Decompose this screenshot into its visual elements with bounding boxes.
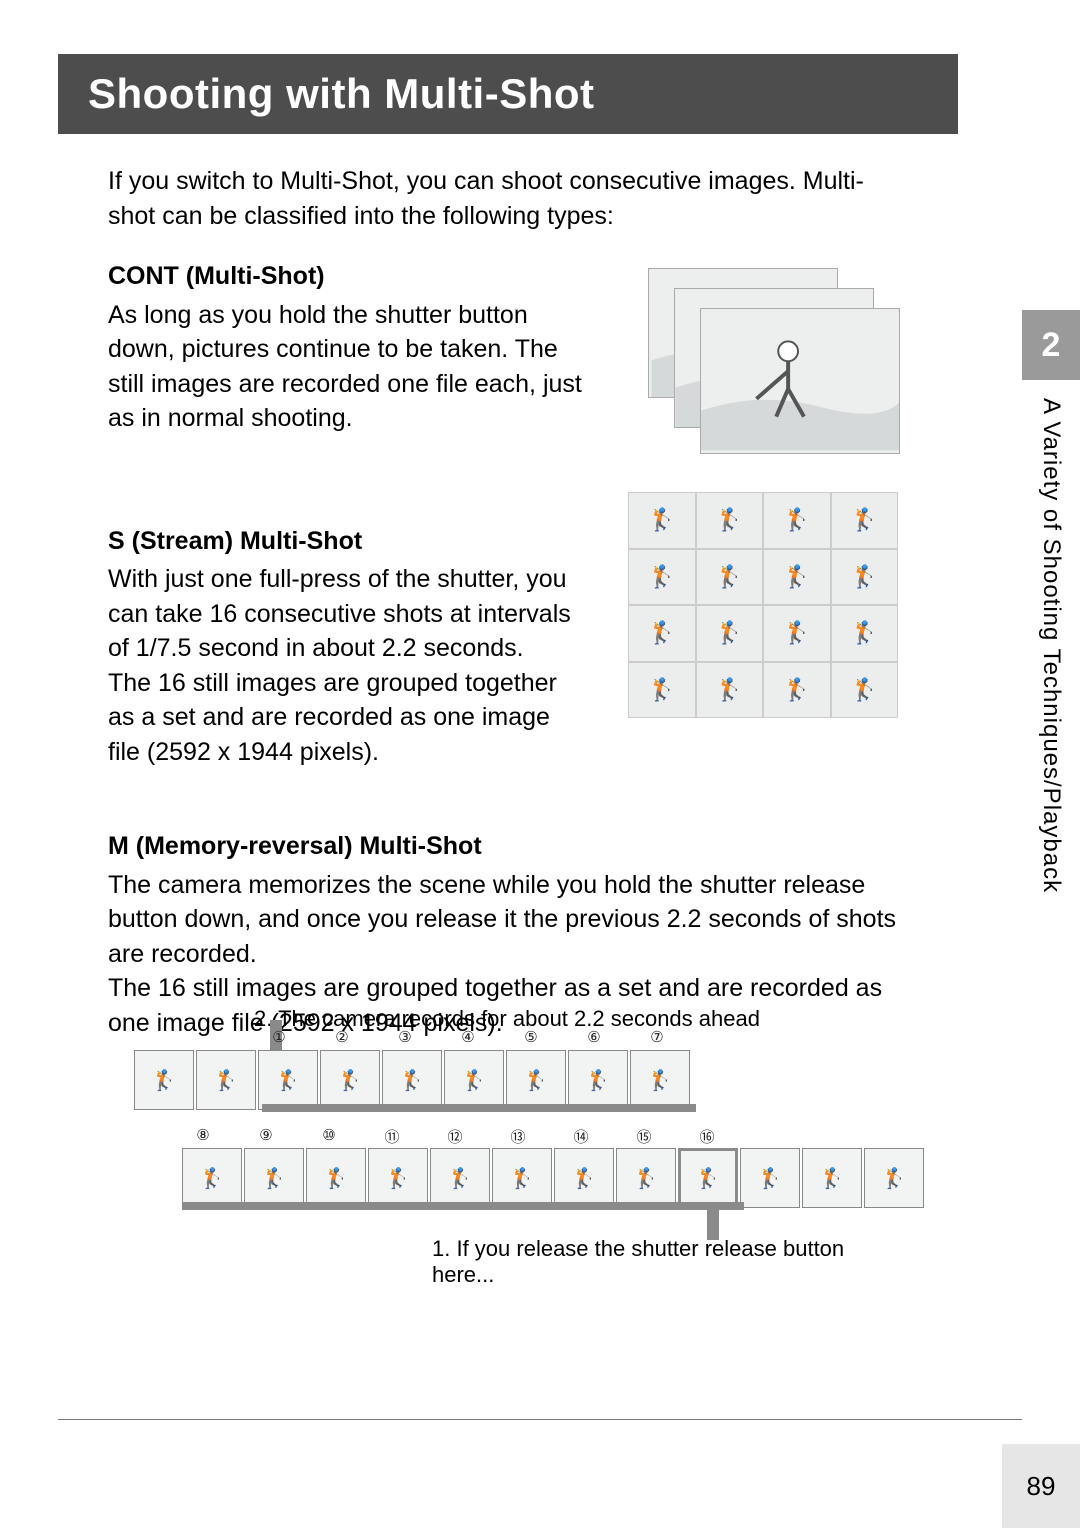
footer-rule (58, 1419, 1022, 1420)
frame-number: ⑤ (520, 1028, 542, 1046)
diagram-row-2: ⑧ ⑨ ⑩ ⑪ ⑫ ⑬ ⑭ ⑮ ⑯ 🏌 🏌 🏌 🏌 🏌 🏌 🏌 🏌 🏌 (112, 1148, 902, 1220)
diagram-frame-icon: 🏌 (740, 1148, 800, 1208)
stream-frame-icon: 🏌 (628, 605, 696, 662)
frame-number: ② (331, 1028, 353, 1046)
stream-frame-icon: 🏌 (831, 605, 899, 662)
diagram-caption-bottom: 1. If you release the shutter release bu… (112, 1236, 902, 1288)
stream-frame-icon: 🏌 (831, 549, 899, 606)
diagram-frame-icon: 🏌 (492, 1148, 552, 1208)
frame-number: ⑫ (444, 1126, 466, 1147)
frame-number: ⑩ (318, 1126, 340, 1147)
photo-card-icon (700, 308, 900, 454)
diagram-frame-icon: 🏌 (554, 1148, 614, 1208)
stream-frame-icon: 🏌 (831, 662, 899, 719)
diagram-row2-frames: 🏌 🏌 🏌 🏌 🏌 🏌 🏌 🏌 🏌 🏌 🏌 🏌 (182, 1148, 924, 1208)
frame-number: ⑬ (507, 1126, 529, 1147)
frame-number: ③ (394, 1028, 416, 1046)
stream-frame-icon: 🏌 (696, 605, 764, 662)
frame-number: ⑭ (570, 1126, 592, 1147)
diagram-bar-icon (262, 1104, 696, 1112)
diagram-frame-icon: 🏌 (320, 1050, 380, 1110)
diagram-row1-numbers: ① ② ③ ④ ⑤ ⑥ ⑦ (268, 1028, 668, 1046)
sidebar: 2 A Variety of Shooting Techniques/Playb… (1022, 310, 1080, 940)
diagram-frame-icon: 🏌 (616, 1148, 676, 1208)
page-number: 89 (1027, 1471, 1056, 1502)
diagram-frame-icon: 🏌 (134, 1050, 194, 1110)
title-bar: Shooting with Multi-Shot (58, 54, 958, 134)
frame-number: ① (268, 1028, 290, 1046)
diagram-frame-icon: 🏌 (182, 1148, 242, 1208)
stream-frame-icon: 🏌 (763, 662, 831, 719)
chapter-tab: 2 (1022, 310, 1080, 380)
spacer (108, 799, 898, 829)
stream-frame-icon: 🏌 (696, 492, 764, 549)
page-number-box: 89 (1002, 1444, 1080, 1528)
page: Shooting with Multi-Shot If you switch t… (0, 0, 1080, 1528)
diagram-frame-icon: 🏌 (196, 1050, 256, 1110)
stream-frame-icon: 🏌 (628, 492, 696, 549)
frame-number: ⑪ (381, 1126, 403, 1147)
section-memory-body1: The camera memorizes the scene while you… (108, 868, 898, 972)
diagram-frame-highlight-icon: 🏌 (678, 1148, 738, 1208)
stream-frame-icon: 🏌 (696, 549, 764, 606)
diagram-row-1: ① ② ③ ④ ⑤ ⑥ ⑦ 🏌 🏌 🏌 🏌 🏌 🏌 🏌 🏌 🏌 (112, 1050, 902, 1122)
diagram-frame-icon: 🏌 (244, 1148, 304, 1208)
frame-number: ⑥ (583, 1028, 605, 1046)
diagram-frame-icon: 🏌 (430, 1148, 490, 1208)
diagram-frame-icon: 🏌 (630, 1050, 690, 1110)
frame-number: ⑧ (192, 1126, 214, 1147)
diagram-row1-frames: 🏌 🏌 🏌 🏌 🏌 🏌 🏌 🏌 🏌 (134, 1050, 690, 1110)
stream-grid: 🏌 🏌 🏌 🏌 🏌 🏌 🏌 🏌 🏌 🏌 🏌 🏌 🏌 🏌 🏌 🏌 (628, 492, 898, 718)
section-cont-body: As long as you hold the shutter button d… (108, 298, 588, 436)
section-stream-body2: The 16 still images are grouped together… (108, 666, 588, 770)
frame-number: ④ (457, 1028, 479, 1046)
diagram-frame-icon: 🏌 (368, 1148, 428, 1208)
diagram-frame-icon: 🏌 (444, 1050, 504, 1110)
stream-frame-icon: 🏌 (628, 549, 696, 606)
diagram-marker-icon (707, 1208, 719, 1240)
stream-frame-icon: 🏌 (628, 662, 696, 719)
diagram-frame-icon: 🏌 (506, 1050, 566, 1110)
stream-frame-icon: 🏌 (763, 549, 831, 606)
stream-frame-icon: 🏌 (831, 492, 899, 549)
diagram-row2-numbers: ⑧ ⑨ ⑩ ⑪ ⑫ ⑬ ⑭ ⑮ ⑯ (192, 1126, 718, 1147)
section-memory-heading: M (Memory-reversal) Multi-Shot (108, 829, 898, 864)
frame-number: ⑮ (633, 1126, 655, 1147)
illustration-cont (628, 262, 898, 470)
intro-text: If you switch to Multi-Shot, you can sho… (108, 164, 898, 233)
frame-number: ⑨ (255, 1126, 277, 1147)
diagram-bar-icon (182, 1202, 744, 1210)
stream-frame-icon: 🏌 (763, 492, 831, 549)
diagram-frame-icon: 🏌 (306, 1148, 366, 1208)
section-stream-body1: With just one full-press of the shutter,… (108, 562, 588, 666)
diagram-frame-icon: 🏌 (802, 1148, 862, 1208)
diagram-frame-icon: 🏌 (382, 1050, 442, 1110)
sidebar-label: A Variety of Shooting Techniques/Playbac… (1037, 398, 1065, 893)
illustration-stream: 🏌 🏌 🏌 🏌 🏌 🏌 🏌 🏌 🏌 🏌 🏌 🏌 🏌 🏌 🏌 🏌 (628, 492, 898, 718)
diagram-frame-icon: 🏌 (864, 1148, 924, 1208)
diagram-frame-icon: 🏌 (568, 1050, 628, 1110)
stream-frame-icon: 🏌 (696, 662, 764, 719)
frame-number: ⑯ (696, 1126, 718, 1147)
frame-number: ⑦ (646, 1028, 668, 1046)
stream-frame-icon: 🏌 (763, 605, 831, 662)
chapter-number: 2 (1042, 326, 1061, 365)
memory-diagram: 2. The camera records for about 2.2 seco… (112, 1006, 902, 1288)
page-title: Shooting with Multi-Shot (88, 70, 595, 118)
golfer-icon (701, 309, 899, 453)
diagram-frame-icon: 🏌 (258, 1050, 318, 1110)
